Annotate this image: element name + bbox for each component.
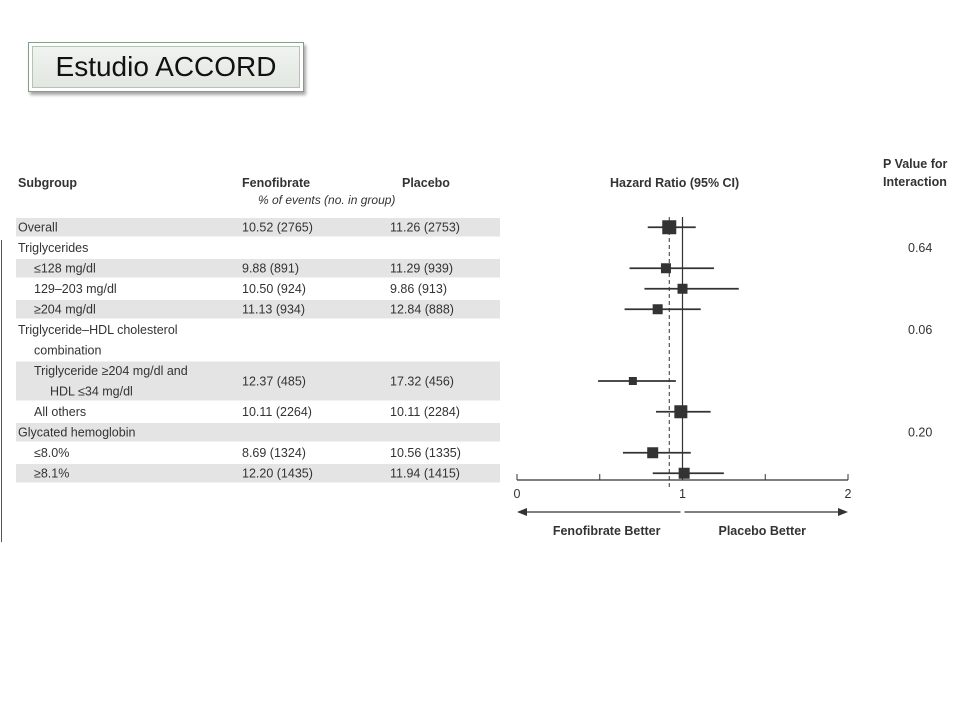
row-shade xyxy=(16,423,500,442)
hr-marker xyxy=(647,447,659,459)
header-placebo: Placebo xyxy=(402,176,450,190)
row-shade xyxy=(16,300,500,319)
row-label: Triglyceride ≥204 mg/dl and xyxy=(34,364,188,378)
hr-marker xyxy=(678,467,690,479)
hr-marker xyxy=(662,220,677,235)
row-shade xyxy=(16,464,500,483)
row-label: Triglyceride–HDL cholesterol xyxy=(18,323,178,337)
fenofibrate-value: 8.69 (1324) xyxy=(242,446,306,460)
row-label: 129–203 mg/dl xyxy=(34,282,117,296)
hr-marker xyxy=(677,283,688,294)
row-label: ≥204 mg/dl xyxy=(34,303,96,317)
p-value: 0.64 xyxy=(908,241,932,255)
row-shade xyxy=(16,218,500,237)
placebo-value: 11.26 (2753) xyxy=(390,221,460,235)
fenofibrate-value: 9.88 (891) xyxy=(242,262,299,276)
x-tick-label: 2 xyxy=(845,487,852,501)
row-label: Overall xyxy=(18,221,58,235)
slide-title: Estudio ACCORD xyxy=(55,51,277,82)
row-label: combination xyxy=(34,344,101,358)
plot-area: 0 1 2 Fenofibrate Better Placebo Better xyxy=(514,217,852,538)
table-headers: Subgroup Fenofibrate Placebo % of events… xyxy=(18,157,948,207)
header-p-value-line1: P Value for xyxy=(883,157,948,171)
row-label: All others xyxy=(34,405,86,419)
row-shade xyxy=(16,361,500,401)
row-shade xyxy=(16,259,500,278)
header-p-value-line2: Interaction xyxy=(883,175,947,189)
placebo-value: 10.56 (1335) xyxy=(390,446,461,460)
arrow-left-head xyxy=(517,508,527,516)
slide-title-box: Estudio ACCORD xyxy=(28,42,304,92)
p-value: 0.06 xyxy=(908,323,932,337)
table-rows: Overall 10.52 (2765) 11.26 (2753) Triglycer… xyxy=(18,221,932,481)
row-label: ≤8.0% xyxy=(34,446,69,460)
placebo-value: 9.86 (913) xyxy=(390,282,447,296)
left-edge-rule xyxy=(1,240,2,542)
fenofibrate-value: 12.37 (485) xyxy=(242,374,306,388)
hr-marker xyxy=(674,405,688,419)
placebo-value: 11.29 (939) xyxy=(390,262,453,276)
fenofibrate-value: 10.52 (2765) xyxy=(242,221,313,235)
fenofibrate-value: 11.13 (934) xyxy=(242,303,305,317)
hr-marker xyxy=(652,304,663,315)
hr-marker xyxy=(628,377,637,385)
hr-marker xyxy=(660,263,671,274)
row-label: Glycated hemoglobin xyxy=(18,426,135,440)
row-label: Triglycerides xyxy=(18,241,88,255)
placebo-value: 12.84 (888) xyxy=(390,303,454,317)
p-value: 0.20 xyxy=(908,426,932,440)
row-label: HDL ≤34 mg/dl xyxy=(50,385,133,399)
x-tick-label: 1 xyxy=(679,487,686,501)
header-hazard-ratio: Hazard Ratio (95% CI) xyxy=(610,176,739,190)
row-shading xyxy=(16,218,500,483)
arrow-right-head xyxy=(838,508,848,516)
header-fenofibrate: Fenofibrate xyxy=(242,176,310,190)
direction-label-right: Placebo Better xyxy=(719,524,807,538)
header-subgroup: Subgroup xyxy=(18,176,77,190)
placebo-value: 10.11 (2284) xyxy=(390,405,460,419)
forest-plot: Subgroup Fenofibrate Placebo % of events… xyxy=(16,157,948,538)
placebo-value: 11.94 (1415) xyxy=(390,467,460,481)
direction-label-left: Fenofibrate Better xyxy=(553,524,661,538)
fenofibrate-value: 12.20 (1435) xyxy=(242,467,313,481)
header-events-note: % of events (no. in group) xyxy=(258,193,395,207)
fenofibrate-value: 10.11 (2264) xyxy=(242,405,312,419)
fenofibrate-value: 10.50 (924) xyxy=(242,282,306,296)
placebo-value: 17.32 (456) xyxy=(390,374,454,388)
row-label: ≤128 mg/dl xyxy=(34,262,96,276)
row-label: ≥8.1% xyxy=(34,467,69,481)
x-tick-label: 0 xyxy=(514,487,521,501)
